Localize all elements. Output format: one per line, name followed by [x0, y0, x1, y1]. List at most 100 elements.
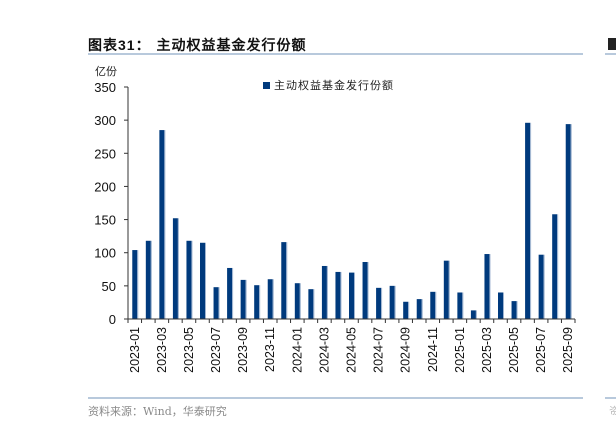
bar-2023-06: [200, 242, 205, 319]
adjacent-source-divider: [605, 397, 616, 399]
bar-shadow: [570, 124, 572, 320]
bar-shadow: [367, 261, 369, 319]
source-note: 资料来源：Wind，华泰研究: [88, 405, 227, 418]
x-tick-label: 2023-11: [263, 327, 277, 372]
bar-shadow: [245, 279, 247, 319]
x-tick-label: 2025-03: [480, 327, 494, 373]
x-tick-label: 2025-07: [534, 327, 548, 373]
y-axis: 0 50 100 150 200 250 300 350: [94, 80, 129, 327]
bar-shadow: [340, 271, 342, 319]
x-tick-label: 2024-01: [290, 327, 304, 373]
x-tick-label: 2024-09: [399, 327, 413, 373]
bar-2023-07: [213, 287, 219, 319]
title-divider: [88, 53, 583, 55]
adjacent-source-fragment: 资: [609, 405, 616, 415]
bar-2025-05: [511, 301, 517, 319]
bar-2024-08: [389, 285, 395, 319]
x-tick-label: 2023-09: [236, 327, 250, 373]
bar-2023-03: [159, 130, 165, 319]
bar-2023-01: [132, 250, 138, 319]
bar-shadow: [259, 285, 261, 319]
bar-2024-05: [349, 272, 354, 319]
x-tick-label: 2025-05: [507, 327, 521, 373]
x-tick-label: 2025-01: [453, 327, 467, 373]
adjacent-figure-divider: [605, 53, 616, 55]
bar-2025-01: [457, 292, 463, 319]
y-tick-label: 300: [94, 113, 116, 128]
bars: [132, 122, 572, 320]
bar-shadow: [286, 242, 288, 319]
bar-shadow: [408, 301, 410, 319]
bar-2025-08: [552, 214, 558, 319]
bar-shadow: [435, 291, 437, 319]
chart-legend: 主动权益基金发行份额: [263, 77, 394, 93]
y-tick-label: 200: [94, 179, 116, 194]
x-axis: 2023-01 2023-03 2023-05 2023-07 2023-09 2023-…: [127, 318, 576, 373]
bar-2024-04: [335, 271, 341, 319]
adjacent-figure-title-fragment: [608, 38, 616, 50]
figure-title-number: 31: [118, 37, 136, 53]
y-tick-label: 350: [94, 80, 116, 95]
bar-2024-03: [321, 265, 327, 319]
y-tick-label: 150: [94, 213, 116, 228]
x-tick-label: 2023-07: [209, 327, 223, 373]
y-tick-label: 250: [94, 146, 116, 161]
bar-shadow: [326, 265, 328, 319]
x-tick-label: 2024-05: [345, 327, 359, 373]
figure-title-sep: ：: [135, 38, 151, 54]
legend-label: 主动权益基金发行份额: [274, 79, 394, 92]
bar-2025-03: [484, 254, 490, 319]
bar-shadow: [150, 240, 152, 319]
bar-2023-04: [172, 218, 178, 319]
bar-2023-09: [240, 279, 246, 319]
x-tick-label: 2024-11: [426, 327, 440, 372]
bar-shadow: [205, 242, 206, 319]
bar-shadow: [503, 292, 504, 319]
bar-2023-10: [254, 285, 260, 319]
bar-shadow: [448, 260, 450, 319]
bar-shadow: [475, 310, 477, 319]
source-divider: [88, 397, 583, 399]
bar-2025-02: [470, 310, 476, 319]
bar-2024-06: [362, 261, 368, 319]
bar-shadow: [177, 218, 179, 319]
y-tick-label: 50: [102, 279, 116, 294]
y-tick-label: 0: [109, 312, 116, 327]
bar-2024-09: [403, 301, 409, 319]
legend-swatch-icon: [263, 81, 270, 89]
bar-shadow: [381, 287, 383, 319]
x-tick-label: 2025-09: [561, 327, 575, 373]
bar-2024-01: [294, 283, 300, 319]
bar-2025-09: [565, 124, 571, 320]
bar-shadow: [421, 299, 423, 319]
bar-shadow: [313, 289, 315, 319]
bar-2023-12: [281, 242, 287, 319]
bar-2025-04: [498, 292, 503, 319]
bar-2025-06: [525, 122, 531, 320]
bar-2024-10: [416, 299, 422, 319]
bar-shadow: [137, 250, 139, 319]
bar-shadow: [191, 240, 193, 319]
y-axis-unit: 亿份: [95, 65, 117, 78]
bar-shadow: [354, 272, 355, 319]
bar-shadow: [516, 301, 518, 319]
bar-2024-11: [430, 291, 436, 319]
bar-2024-12: [443, 260, 449, 319]
bar-shadow: [299, 283, 301, 319]
x-tick-label: 2023-03: [155, 327, 169, 373]
bar-2023-08: [227, 267, 233, 319]
bar-2023-05: [186, 240, 192, 319]
bar-shadow: [489, 254, 491, 319]
bar-2024-07: [376, 287, 382, 319]
y-tick-label: 100: [94, 246, 116, 261]
bar-shadow: [394, 285, 396, 319]
bar-shadow: [272, 279, 274, 319]
figure-title: 图表31： 主动权益基金发行份额: [88, 35, 306, 55]
x-tick-label: 2024-03: [317, 327, 331, 373]
bar-2023-11: [267, 279, 273, 319]
x-tick-label: 2023-01: [128, 327, 142, 373]
bar-shadow: [543, 254, 545, 319]
bar-shadow: [530, 122, 532, 320]
figure-title-text: 主动权益基金发行份额: [156, 38, 307, 54]
